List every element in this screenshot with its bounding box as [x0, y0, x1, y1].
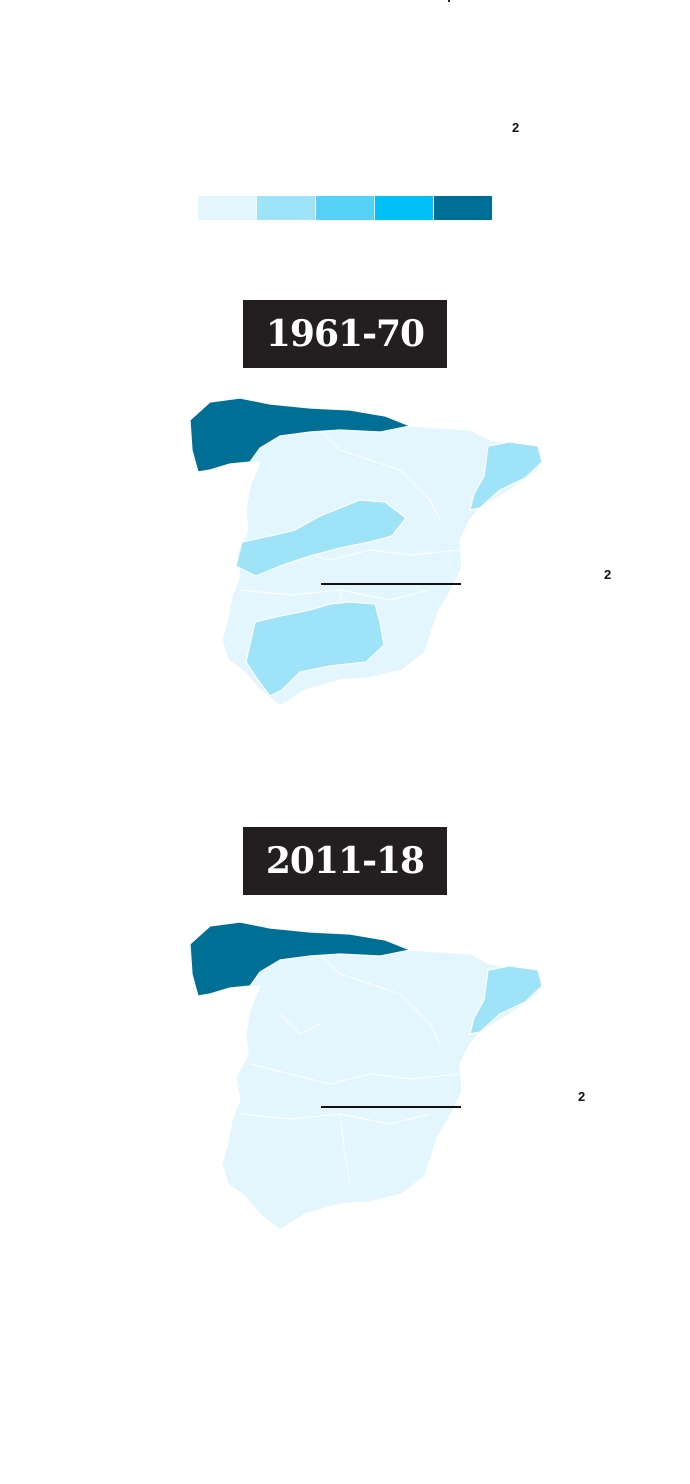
- spain-map-2011-18: [189, 921, 543, 1231]
- map-region-north: [189, 921, 411, 997]
- legend-swatch-1: [198, 196, 256, 220]
- legend-swatch-4: [375, 196, 433, 220]
- map-1-superscript: 2: [604, 567, 612, 582]
- pointer-line-2: [321, 1106, 461, 1108]
- map-region-boundaries: [239, 953, 461, 1185]
- map-region-catalonia: [469, 965, 543, 1035]
- pointer-line-1: [321, 583, 461, 585]
- legend-swatch-5: [434, 196, 492, 220]
- map-region-central-band: [235, 499, 407, 577]
- period-label-2011-18: 2011-18: [243, 827, 447, 895]
- top-dot: [448, 0, 450, 2]
- legend-swatch-3: [316, 196, 374, 220]
- map-region-boundaries: [239, 429, 461, 661]
- map-region-andalusia-inner: [245, 601, 385, 697]
- spain-map-1961-70: [189, 397, 543, 707]
- map-2-superscript: 2: [578, 1089, 586, 1104]
- legend-superscript: 2: [512, 120, 520, 135]
- map-region-base: [189, 921, 541, 1231]
- map-region-catalonia: [469, 441, 543, 511]
- color-legend: [198, 196, 492, 220]
- period-label-1961-70: 1961-70: [243, 300, 447, 368]
- legend-swatch-2: [257, 196, 315, 220]
- map-region-north: [189, 397, 411, 473]
